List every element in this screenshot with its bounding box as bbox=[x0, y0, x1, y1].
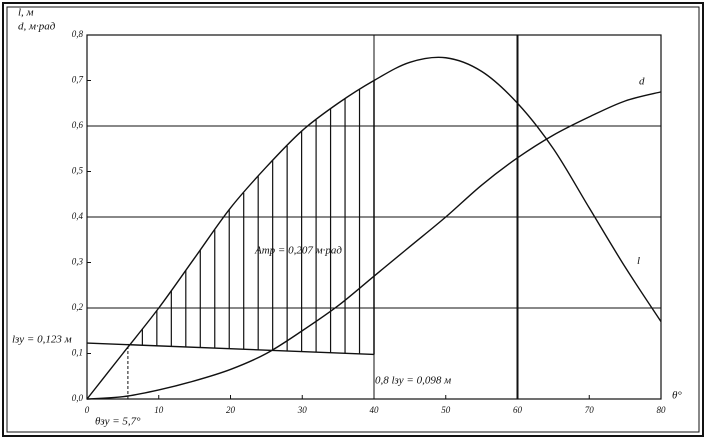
x-tick-label: 30 bbox=[297, 405, 308, 415]
y-tick-label: 0,4 bbox=[72, 211, 84, 221]
curve-label: l bbox=[637, 255, 640, 267]
y-tick-label: 0,6 bbox=[72, 120, 84, 130]
heeling-arm bbox=[86, 342, 375, 356]
y-tick-label: 0,0 bbox=[72, 393, 84, 403]
x-tick-label: 0 bbox=[85, 405, 90, 415]
curve bbox=[86, 56, 662, 400]
x-tick-label: 20 bbox=[226, 405, 236, 415]
y-axis-label: d, м·рад bbox=[18, 21, 56, 33]
annotation: lзу = 0,123 м bbox=[12, 334, 72, 346]
y-tick-label: 0,1 bbox=[72, 348, 83, 358]
inner-frame bbox=[6, 6, 700, 433]
x-tick-label: 70 bbox=[585, 405, 595, 415]
x-tick-label: 80 bbox=[657, 405, 667, 415]
annotation: θзу = 5,7° bbox=[95, 416, 141, 428]
y-tick-label: 0,5 bbox=[72, 166, 84, 176]
y-tick-label: 0,7 bbox=[72, 75, 84, 85]
x-tick-label: 10 bbox=[154, 405, 164, 415]
curve-label: d bbox=[639, 75, 645, 87]
x-tick-label: 50 bbox=[441, 405, 451, 415]
x-axis-label: θ° bbox=[672, 390, 682, 402]
y-tick-label: 0,3 bbox=[72, 257, 84, 267]
y-axis-label: l, м bbox=[18, 7, 34, 19]
y-tick-label: 0,2 bbox=[72, 302, 84, 312]
x-tick-label: 60 bbox=[513, 405, 523, 415]
annotation: Aтр = 0,207 м·рад bbox=[254, 245, 342, 257]
x-tick-label: 40 bbox=[370, 405, 380, 415]
annotation: 0,8 lзу = 0,098 м bbox=[375, 375, 451, 387]
y-tick-label: 0,8 bbox=[72, 29, 84, 39]
